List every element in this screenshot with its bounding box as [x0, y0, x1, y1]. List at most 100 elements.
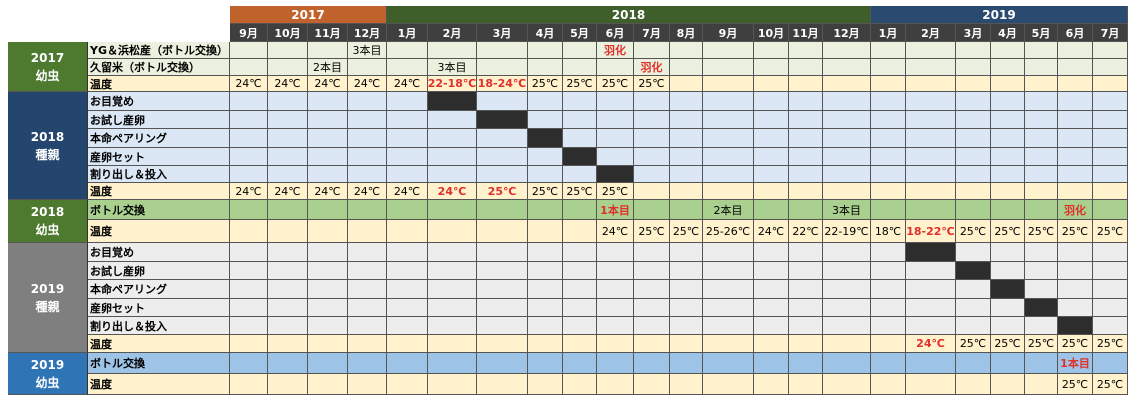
- month-header: 11月: [789, 24, 823, 42]
- schedule-cell: [991, 148, 1025, 166]
- month-header: 10月: [754, 24, 789, 42]
- schedule-cell: [906, 42, 956, 59]
- temperature-cell: [754, 335, 789, 353]
- schedule-cell: [230, 92, 268, 111]
- schedule-cell: [477, 42, 528, 59]
- temperature-cell: [1093, 183, 1128, 200]
- schedule-cell: [387, 200, 428, 220]
- temperature-cell: [428, 335, 477, 353]
- temperature-cell: 18-22℃: [906, 220, 956, 243]
- month-header: 4月: [991, 24, 1025, 42]
- temperature-cell: 25℃: [634, 76, 670, 92]
- schedule-cell: [1058, 262, 1093, 280]
- schedule-cell: [703, 148, 754, 166]
- year-header-2017: 2017: [230, 6, 387, 24]
- schedule-cell: [477, 317, 528, 335]
- temperature-cell: [230, 335, 268, 353]
- schedule-cell: [956, 42, 991, 59]
- schedule-cell: [956, 317, 991, 335]
- schedule-cell: [703, 262, 754, 280]
- schedule-cell: [230, 317, 268, 335]
- schedule-cell: [563, 299, 597, 317]
- month-header: 2月: [428, 24, 477, 42]
- schedule-cell: [387, 59, 428, 76]
- temperature-cell: 25℃: [1093, 220, 1128, 243]
- schedule-cell: [1058, 111, 1093, 129]
- schedule-cell: [268, 243, 308, 262]
- schedule-cell: [268, 353, 308, 374]
- schedule-cell: [823, 92, 871, 111]
- schedule-cell: [1058, 166, 1093, 183]
- temperature-cell: 25℃: [563, 76, 597, 92]
- schedule-cell: [563, 129, 597, 148]
- temperature-label: 温度: [88, 76, 230, 92]
- schedule-cell: [871, 299, 906, 317]
- task-label: 久留米（ボトル交換）: [88, 59, 230, 76]
- task-label: お目覚め: [88, 92, 230, 111]
- schedule-cell: [230, 111, 268, 129]
- schedule-cell: [528, 92, 563, 111]
- schedule-cell: [477, 166, 528, 183]
- schedule-cell: [754, 200, 789, 220]
- section-kind: 幼虫: [35, 68, 60, 83]
- gantt-bar: [956, 262, 991, 280]
- temperature-cell: 24℃: [754, 220, 789, 243]
- temperature-cell: [956, 374, 991, 395]
- temperature-cell: [308, 220, 348, 243]
- temperature-cell: [906, 183, 956, 200]
- month-header: 10月: [268, 24, 308, 42]
- temperature-cell: [563, 220, 597, 243]
- schedule-cell: [991, 243, 1025, 262]
- schedule-cell: [268, 280, 308, 299]
- schedule-cell: [1025, 42, 1058, 59]
- schedule-cell: [956, 111, 991, 129]
- schedule-cell: [956, 299, 991, 317]
- schedule-cell: [528, 299, 563, 317]
- schedule-cell: [789, 129, 823, 148]
- month-header: 12月: [823, 24, 871, 42]
- temperature-cell: [789, 335, 823, 353]
- schedule-cell: [348, 299, 387, 317]
- temperature-cell: [670, 374, 703, 395]
- schedule-cell: [789, 166, 823, 183]
- schedule-cell: [563, 111, 597, 129]
- task-label: 本命ペアリング: [88, 129, 230, 148]
- temperature-cell: [308, 335, 348, 353]
- schedule-cell: [956, 59, 991, 76]
- section-year: 2017: [30, 50, 65, 65]
- schedule-cell: [906, 280, 956, 299]
- task-label: お目覚め: [88, 243, 230, 262]
- schedule-cell: [906, 148, 956, 166]
- section-kind: 種親: [35, 147, 60, 162]
- temperature-cell: 24℃: [428, 183, 477, 200]
- schedule-cell: 羽化: [597, 42, 634, 59]
- temperature-cell: [991, 76, 1025, 92]
- schedule-cell: [871, 262, 906, 280]
- schedule-cell: [906, 129, 956, 148]
- temperature-cell: [230, 374, 268, 395]
- schedule-cell: [268, 299, 308, 317]
- schedule-cell: [670, 148, 703, 166]
- schedule-cell: [1093, 111, 1128, 129]
- schedule-cell: [956, 280, 991, 299]
- schedule-cell: [823, 42, 871, 59]
- temperature-cell: [906, 76, 956, 92]
- schedule-cell: [428, 262, 477, 280]
- month-header: 12月: [348, 24, 387, 42]
- schedule-cell: [348, 166, 387, 183]
- temperature-cell: 24℃: [906, 335, 956, 353]
- temperature-cell: 25℃: [991, 335, 1025, 353]
- section-kind: 種親: [35, 299, 60, 314]
- gantt-bar: [1025, 299, 1058, 317]
- schedule-cell: 羽化: [1058, 200, 1093, 220]
- month-header: 6月: [1058, 24, 1093, 42]
- schedule-cell: [1025, 262, 1058, 280]
- schedule-cell: [1093, 200, 1128, 220]
- gantt-bar: [477, 111, 528, 129]
- schedule-cell: [563, 280, 597, 299]
- temperature-cell: 25℃: [1025, 220, 1058, 243]
- task-label: 本命ペアリング: [88, 280, 230, 299]
- temperature-cell: [754, 76, 789, 92]
- schedule-cell: [871, 280, 906, 299]
- schedule-cell: [871, 200, 906, 220]
